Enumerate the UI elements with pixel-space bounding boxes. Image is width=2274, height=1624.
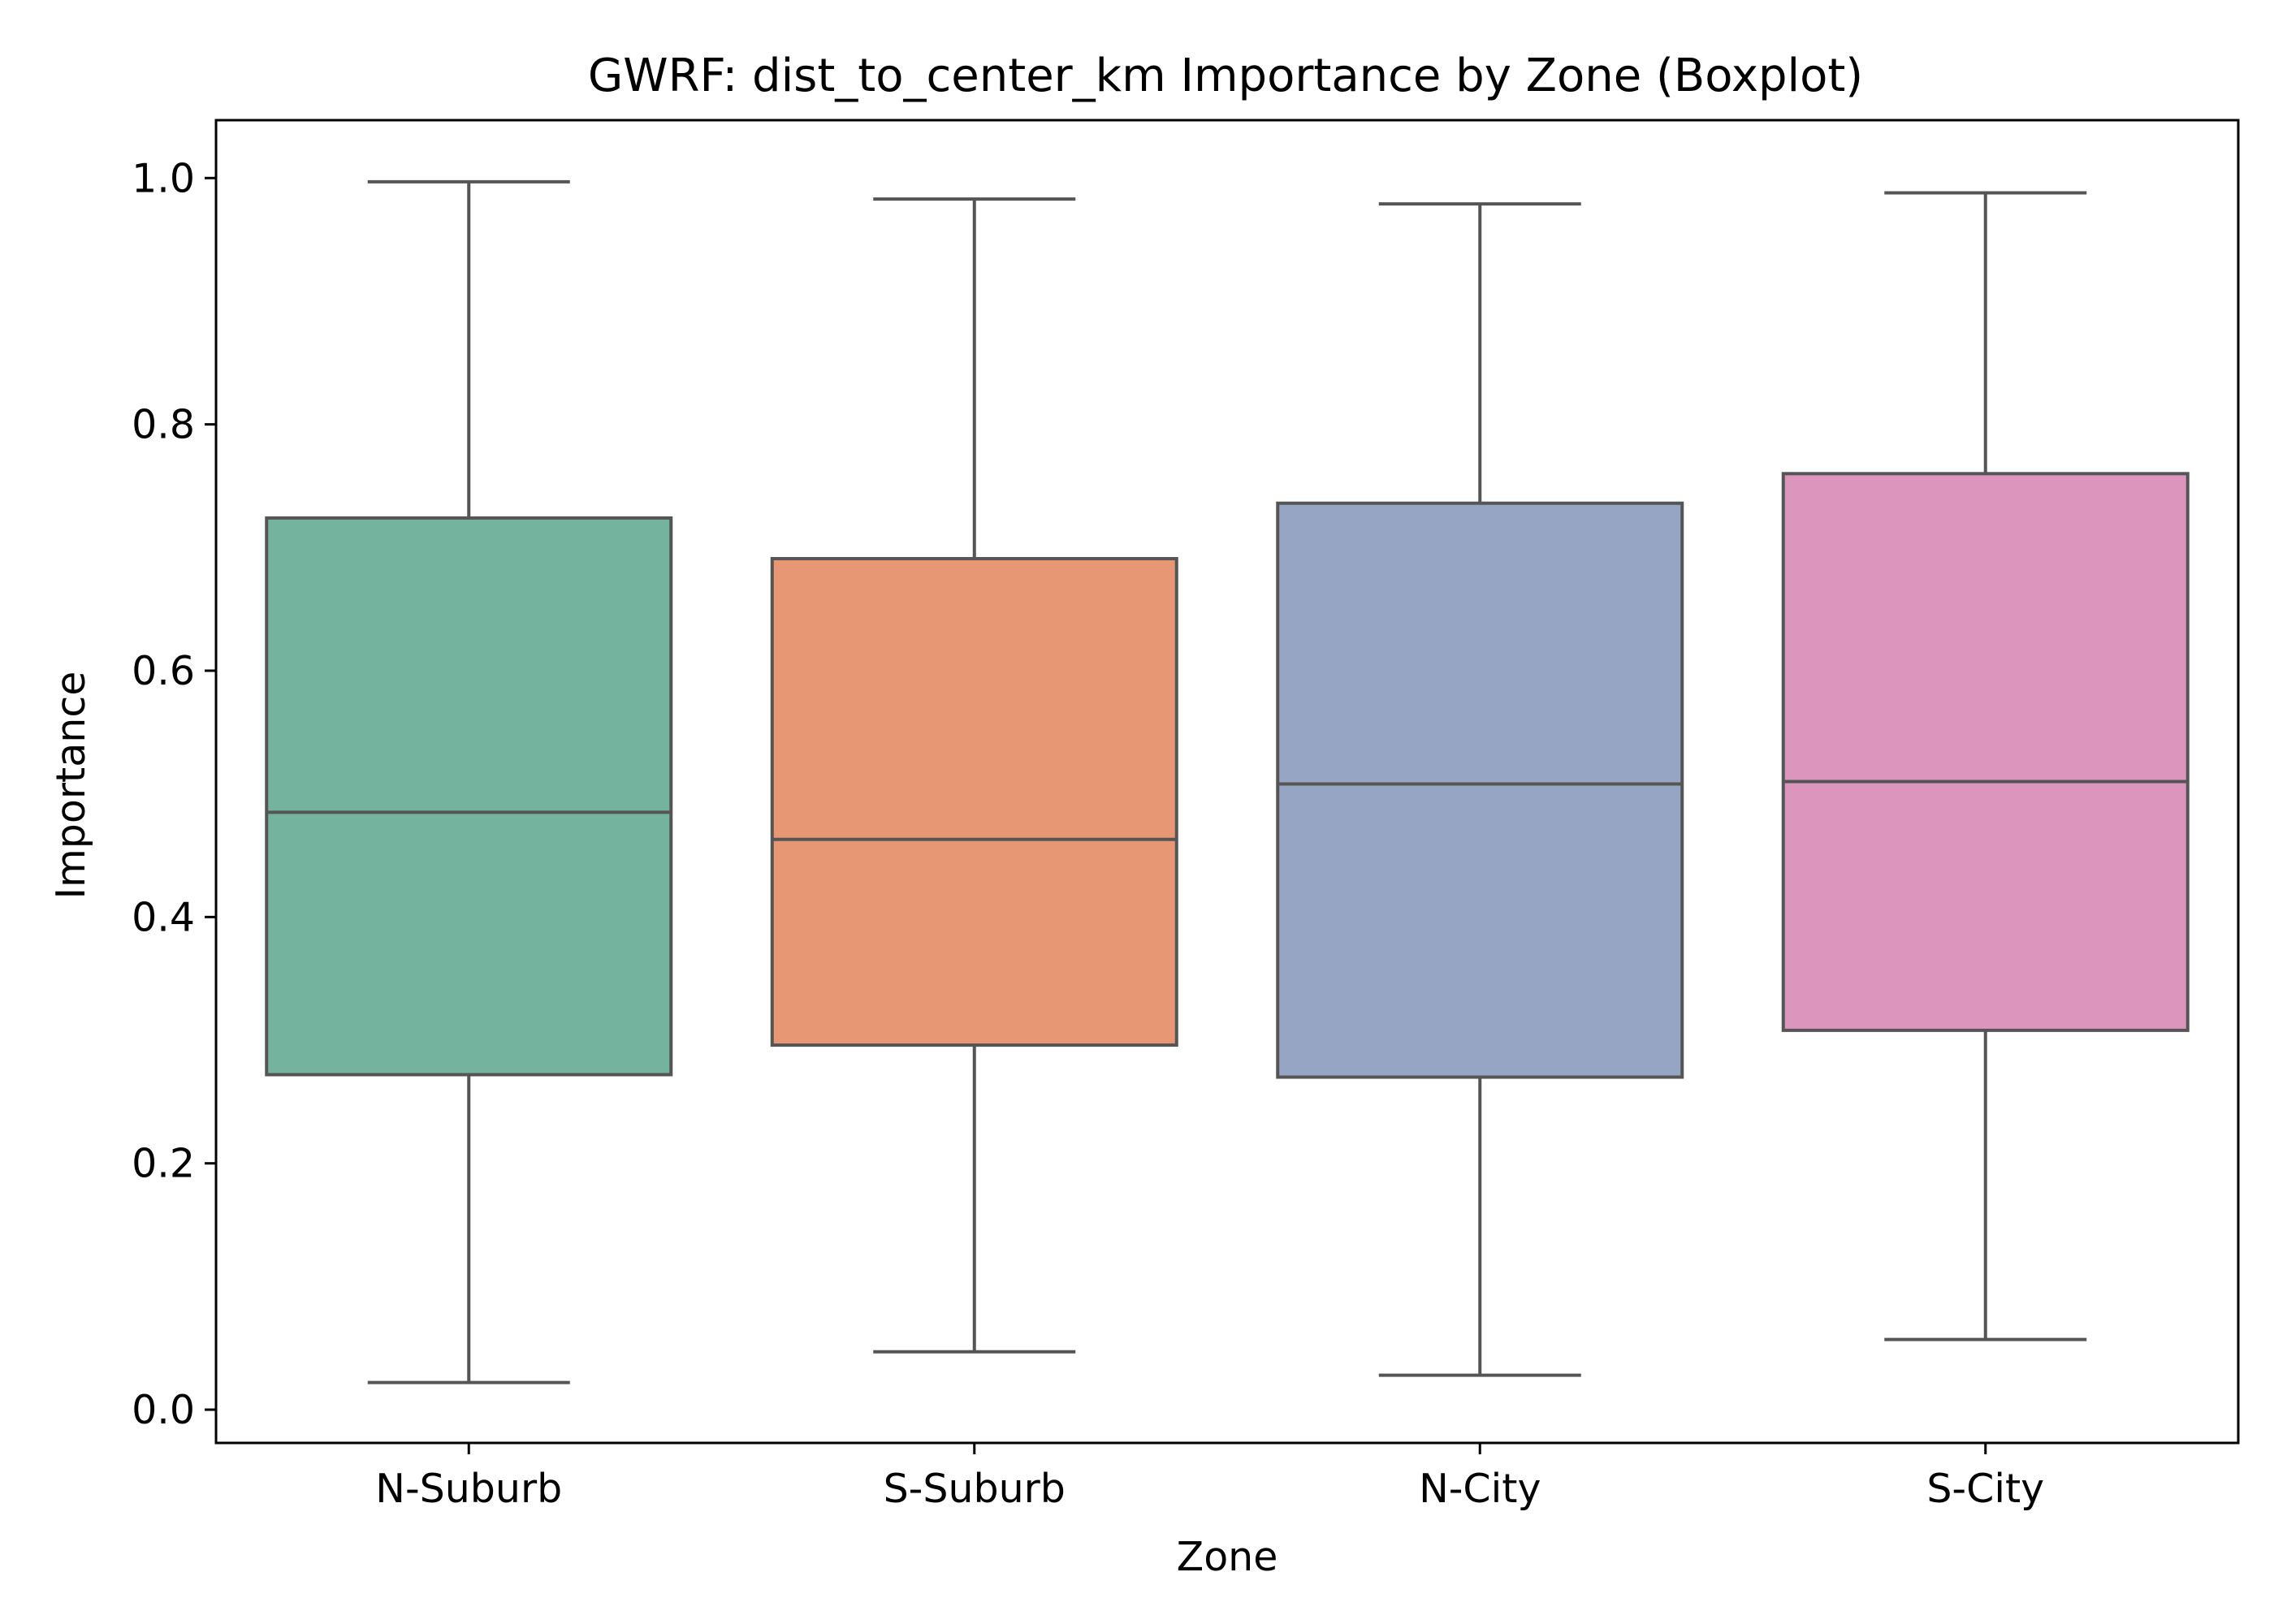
box-group-s-suburb xyxy=(770,197,1178,1354)
box-group-n-city xyxy=(1276,202,1684,1377)
box-n-suburb xyxy=(265,516,673,1077)
y-tick-label: 0.2 xyxy=(132,1141,195,1187)
x-axis: N-Suburb S-Suburb N-City S-City xyxy=(375,1443,2044,1512)
y-tick-label: 0.0 xyxy=(132,1387,195,1433)
box-s-suburb xyxy=(770,556,1178,1047)
box-n-city xyxy=(1276,501,1684,1079)
y-tick-label: 1.0 xyxy=(132,155,195,201)
box-s-city xyxy=(1781,472,2190,1032)
x-tick-label: N-City xyxy=(1419,1466,1541,1512)
box-group-n-suburb xyxy=(265,179,673,1384)
x-axis-label: Zone xyxy=(1177,1534,1278,1580)
x-tick-label: S-Suburb xyxy=(884,1466,1066,1512)
y-tick-label: 0.8 xyxy=(132,402,195,448)
x-tick-label: S-City xyxy=(1926,1466,2044,1512)
plot-frame xyxy=(214,119,2240,1445)
boxes-layer xyxy=(265,179,2190,1384)
box-group-s-city xyxy=(1781,191,2190,1341)
y-tick-label: 0.6 xyxy=(132,648,195,694)
x-tick-label: N-Suburb xyxy=(375,1466,562,1512)
y-axis-label: Importance xyxy=(48,672,94,900)
y-axis: 0.0 0.2 0.4 0.6 0.8 1.0 xyxy=(132,155,216,1433)
y-tick-label: 0.4 xyxy=(132,894,195,940)
chart-title: GWRF: dist_to_center_km Importance by Zo… xyxy=(588,50,1863,102)
